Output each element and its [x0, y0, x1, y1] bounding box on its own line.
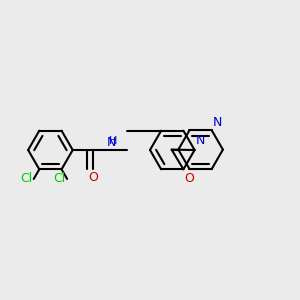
- Text: O: O: [88, 171, 98, 184]
- Text: N: N: [196, 134, 205, 147]
- Text: Cl: Cl: [20, 172, 32, 185]
- Text: H: H: [109, 136, 117, 146]
- Text: Cl: Cl: [53, 172, 66, 185]
- Text: O: O: [184, 172, 194, 185]
- Text: N: N: [213, 116, 223, 129]
- Text: N: N: [107, 136, 116, 149]
